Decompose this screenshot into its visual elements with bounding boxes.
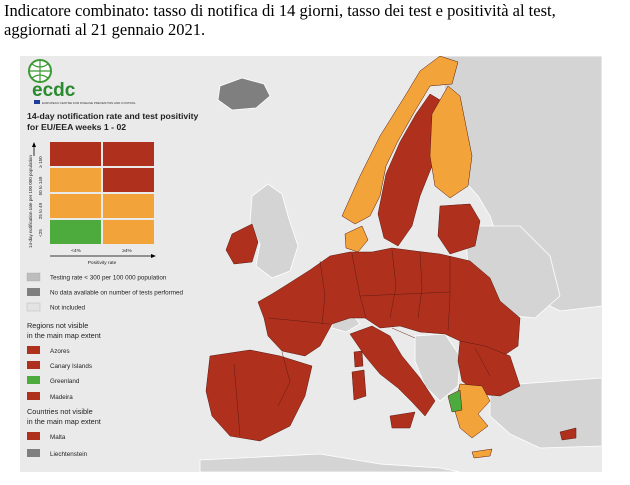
- eu-countries: [205, 56, 577, 459]
- country-swatch-liechtenstein: [27, 449, 40, 457]
- legend-label-no-data: No data available on number of tests per…: [50, 290, 184, 297]
- legend-swatch-testing-rate: [26, 272, 41, 282]
- legend-swatch-not-included: [26, 302, 41, 312]
- matrix-x-axis-label: Positivity rate: [88, 260, 117, 266]
- matrix-cell-0-0: [50, 142, 101, 166]
- matrix-cell-3-1: [103, 220, 154, 244]
- region-label-madeira: Madeira: [50, 394, 73, 401]
- legend-label-testing-rate: Testing rate < 300 per 100 000 populatio…: [50, 275, 167, 282]
- matrix-x-tick-1: ≥4%: [122, 248, 132, 254]
- matrix-cell-2-0: [50, 194, 101, 218]
- countries-heading-2: in the main map extent: [27, 417, 101, 426]
- legend-title-line1: 14-day notification rate and test positi…: [27, 111, 199, 121]
- region-label-canary-islands: Canary Islands: [50, 363, 92, 370]
- matrix-y-tick-0: ≥ 150: [38, 156, 43, 168]
- region-swatch-azores: [27, 346, 40, 354]
- country-label-malta: Malta: [50, 434, 66, 441]
- ecdc-small-text: EUROPEAN CENTRE FOR DISEASE PREVENTION A…: [42, 101, 136, 105]
- iceland-shape: [217, 77, 271, 111]
- country-label-liechtenstein: Liechtenstein: [50, 451, 88, 458]
- country-swatch-malta: [27, 432, 40, 440]
- matrix-grid: [50, 142, 154, 244]
- matrix-cell-1-0: [50, 168, 101, 192]
- matrix-x-tick-0: <4%: [71, 248, 81, 254]
- region-swatch-canary-islands: [27, 361, 40, 369]
- legend-swatch-no-data: [27, 288, 40, 296]
- matrix-cell-1-1: [103, 168, 154, 192]
- countries-heading-1: Countries not visible: [27, 407, 93, 416]
- ecdc-logo: ecdc EUROPEAN CENTRE FOR DISEASE PREVENT…: [28, 59, 136, 105]
- regions-heading-1: Regions not visible: [27, 321, 88, 330]
- caption-text: Indicatore combinato: tasso di notifica …: [4, 1, 556, 39]
- legend-title-line2: for EU/EEA weeks 1 - 02: [27, 122, 126, 132]
- region-swatch-greenland: [27, 376, 40, 384]
- matrix-cell-0-1: [103, 142, 154, 166]
- matrix-cell-3-0: [50, 220, 101, 244]
- matrix-y-axis-label: 14-day notification rate per 100 000 pop…: [28, 155, 33, 248]
- matrix-y-tick-3: <25: [38, 229, 43, 237]
- matrix-cell-2-1: [103, 194, 154, 218]
- country-borders: [233, 249, 491, 437]
- region-label-greenland: Greenland: [50, 378, 80, 385]
- region-swatch-madeira: [27, 392, 40, 400]
- legend-label-not-included: Not included: [50, 305, 86, 312]
- matrix-y-tick-1: 50 to 149: [38, 176, 43, 195]
- regions-heading-2: in the main map extent: [27, 331, 101, 340]
- ecdc-wordmark: ecdc: [32, 80, 76, 101]
- map-legend: ecdc EUROPEAN CENTRE FOR DISEASE PREVENT…: [26, 59, 199, 458]
- matrix-y-tick-2: 25 to 49: [38, 202, 43, 219]
- non-included-land: [199, 56, 602, 472]
- region-label-azores: Azores: [50, 348, 70, 355]
- ecdc-map: ecdc EUROPEAN CENTRE FOR DISEASE PREVENT…: [20, 56, 602, 472]
